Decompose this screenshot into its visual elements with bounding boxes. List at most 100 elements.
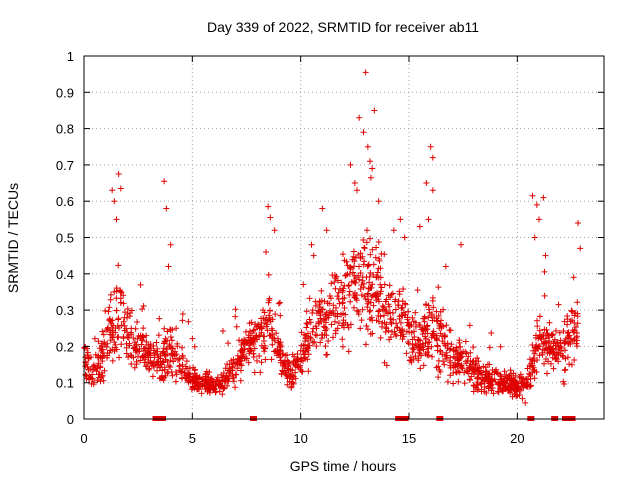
data-point (245, 338, 252, 344)
data-point (437, 330, 444, 337)
data-point-peak (425, 216, 432, 223)
data-point-peak (531, 234, 538, 241)
data-point (111, 288, 118, 295)
data-point (125, 334, 132, 341)
data-point (363, 322, 370, 329)
data-point (452, 348, 459, 355)
data-point (156, 315, 163, 322)
data-point (300, 281, 307, 288)
data-point-peak (347, 161, 354, 168)
data-point (522, 399, 529, 406)
data-point (190, 376, 197, 383)
data-point (468, 361, 475, 368)
data-point (155, 332, 162, 339)
data-point (127, 351, 134, 358)
data-point (383, 296, 390, 303)
data-point (128, 361, 135, 368)
data-point (448, 341, 455, 348)
data-point (514, 392, 521, 399)
data-point (331, 279, 338, 286)
data-point (555, 358, 562, 365)
data-point (508, 386, 515, 393)
data-point (140, 345, 147, 352)
data-point (331, 272, 338, 279)
data-point (486, 361, 493, 368)
data-point (524, 365, 531, 372)
data-point (94, 377, 101, 384)
x-tick-label: 5 (189, 431, 196, 446)
data-point (140, 333, 147, 340)
data-point-peak (165, 263, 172, 270)
data-point (485, 383, 492, 390)
data-point (294, 350, 301, 357)
data-point (134, 345, 141, 352)
data-point (124, 305, 131, 312)
data-point (435, 363, 442, 370)
data-point (260, 315, 267, 322)
data-point (386, 282, 393, 289)
data-point (95, 371, 102, 378)
data-point (359, 306, 366, 313)
data-point (341, 294, 348, 301)
data-point (113, 285, 120, 292)
data-point (185, 378, 192, 385)
y-tick-label: 0.3 (56, 303, 74, 318)
data-point (141, 359, 148, 366)
data-point (384, 310, 391, 317)
data-point (382, 324, 389, 331)
data-point (385, 292, 392, 299)
data-point (429, 297, 436, 304)
data-point (216, 378, 223, 385)
data-point (363, 239, 370, 246)
data-point (195, 380, 202, 387)
data-point (341, 305, 348, 312)
data-point (531, 375, 538, 382)
data-point (415, 337, 422, 344)
data-point (488, 329, 495, 336)
data-point-peak (113, 216, 120, 223)
data-point (99, 358, 106, 365)
data-point (399, 304, 406, 311)
data-point (260, 338, 267, 345)
data-point (100, 331, 107, 338)
data-point (263, 323, 270, 330)
data-point (465, 353, 472, 360)
data-point (512, 381, 519, 388)
data-point (262, 356, 269, 363)
data-point (361, 244, 368, 251)
data-point-peak (397, 216, 404, 223)
data-point (417, 365, 424, 372)
data-point (131, 364, 138, 371)
data-point (311, 338, 318, 345)
data-point (418, 326, 425, 333)
data-point (101, 338, 108, 345)
data-point (430, 304, 437, 311)
data-point (236, 337, 243, 344)
data-point (292, 375, 299, 382)
data-point (304, 321, 311, 328)
data-point (409, 336, 416, 343)
data-point (339, 251, 346, 258)
data-point (405, 338, 412, 345)
data-point (396, 315, 403, 322)
data-point (104, 340, 111, 347)
data-point (414, 287, 421, 294)
data-point (437, 308, 444, 315)
data-point (540, 332, 547, 339)
data-point (426, 306, 433, 313)
data-point (404, 314, 411, 321)
data-point (364, 300, 371, 307)
data-point (574, 337, 581, 344)
y-tick-label: 0.7 (56, 158, 74, 173)
data-point-peak (401, 234, 408, 241)
data-point (350, 253, 357, 260)
data-point (172, 378, 179, 385)
data-point (97, 378, 104, 385)
data-point (204, 370, 211, 377)
data-point (306, 295, 313, 302)
data-point (241, 346, 248, 353)
data-point (438, 324, 445, 331)
data-point (462, 338, 469, 345)
data-point (124, 314, 131, 321)
data-point-peak (369, 165, 376, 172)
